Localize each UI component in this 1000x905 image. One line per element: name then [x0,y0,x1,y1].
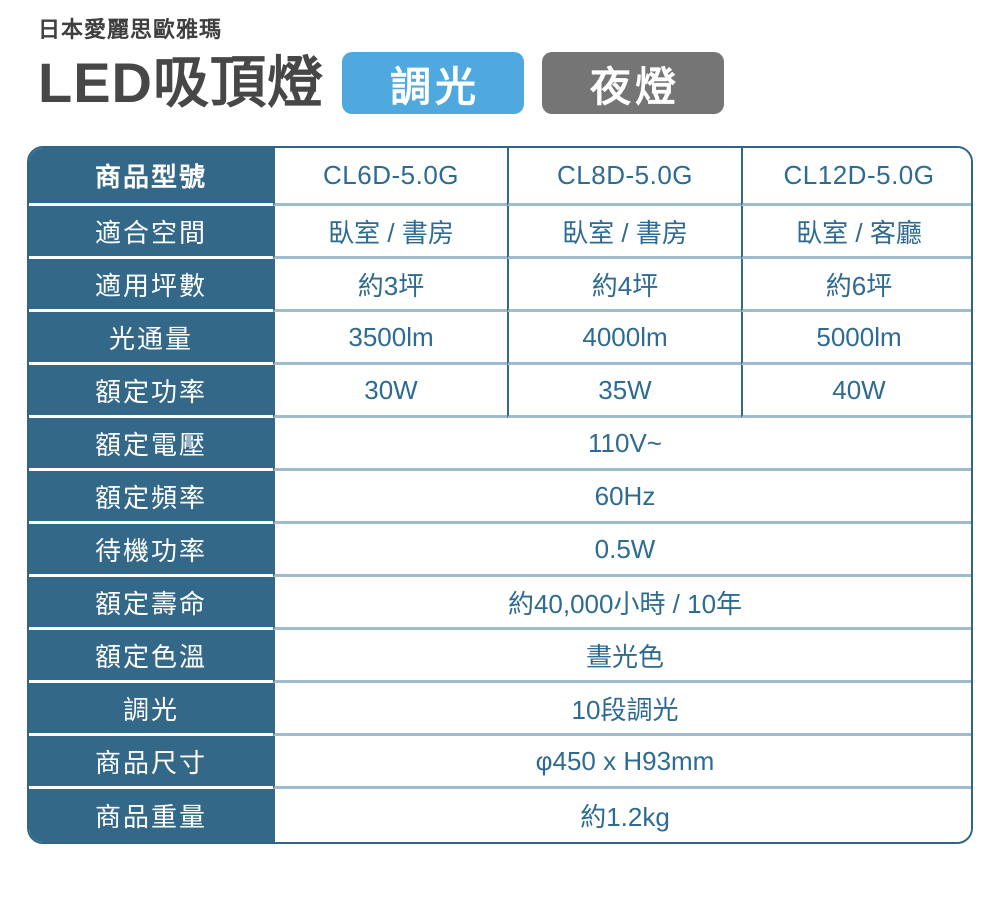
spec-value-cell: 約1.2kg [273,789,971,842]
model-cell: CL6D-5.0G [273,148,507,206]
spec-value-cell: 5000lm [741,312,971,365]
table-row-power: 額定功率 30W 35W 40W [29,365,971,418]
spec-value-cell: 0.5W [273,524,971,577]
brand-name: 日本愛麗思歐雅瑪 [38,17,223,42]
spec-value-cell: φ450 x H93mm [273,736,971,789]
spec-value-cell: 約6坪 [741,259,971,312]
spec-label-cell: 額定功率 [29,365,273,418]
badge-nightlight: 夜燈 [542,52,724,114]
spec-label-cell: 調光 [29,683,273,736]
spec-value-cell: 晝光色 [273,630,971,683]
spec-label-cell: 商品尺寸 [29,736,273,789]
spec-value-cell: 60Hz [273,471,971,524]
table-row-weight: 商品重量 約1.2kg [29,789,971,842]
table-row-space: 適合空間 臥室 / 書房 臥室 / 書房 臥室 / 客廳 [29,206,971,259]
table-row-lifespan: 額定壽命 約40,000小時 / 10年 [29,577,971,630]
spec-value-cell: 約4坪 [507,259,741,312]
badge-dimming: 調光 [342,52,524,114]
spec-label-cell: 額定頻率 [29,471,273,524]
spec-label-cell: 商品重量 [29,789,273,842]
spec-label-cell: 額定壽命 [29,577,273,630]
table-row-area: 適用坪數 約3坪 約4坪 約6坪 [29,259,971,312]
spec-label-cell: 光通量 [29,312,273,365]
spec-label-cell: 適用坪數 [29,259,273,312]
table-row-voltage: 額定電壓 110V~ [29,418,971,471]
spec-value-cell: 約3坪 [273,259,507,312]
spec-value-cell: 臥室 / 客廳 [741,206,971,259]
spec-label-cell: 待機功率 [29,524,273,577]
spec-value-cell: 約40,000小時 / 10年 [273,577,971,630]
table-row-lumen: 光通量 3500lm 4000lm 5000lm [29,312,971,365]
title-row: LED吸頂燈 調光 夜燈 [38,50,1000,116]
page-title: LED吸頂燈 [38,51,324,114]
spec-value-cell: 10段調光 [273,683,971,736]
spec-value-cell: 臥室 / 書房 [507,206,741,259]
table-row-dimensions: 商品尺寸 φ450 x H93mm [29,736,971,789]
spec-label-cell: 適合空間 [29,206,273,259]
spec-label-cell: 額定電壓 [29,418,273,471]
spec-value-cell: 40W [741,365,971,418]
table-row-dimming: 調光 10段調光 [29,683,971,736]
table-row-color-temp: 額定色溫 晝光色 [29,630,971,683]
table-row-frequency: 額定頻率 60Hz [29,471,971,524]
spec-value-cell: 3500lm [273,312,507,365]
model-cell: CL8D-5.0G [507,148,741,206]
spec-value-cell: 110V~ [273,418,971,471]
spec-value-cell: 30W [273,365,507,418]
table-row-standby-power: 待機功率 0.5W [29,524,971,577]
spec-table: 商品型號 CL6D-5.0G CL8D-5.0G CL12D-5.0G 適合空間… [27,146,973,844]
spec-label-cell: 商品型號 [29,148,273,206]
spec-label-cell: 額定色溫 [29,630,273,683]
page-header: 日本愛麗思歐雅瑪 LED吸頂燈 調光 夜燈 [0,0,1000,116]
spec-value-cell: 臥室 / 書房 [273,206,507,259]
spec-value-cell: 4000lm [507,312,741,365]
spec-value-cell: 35W [507,365,741,418]
model-cell: CL12D-5.0G [741,148,971,206]
table-row-model: 商品型號 CL6D-5.0G CL8D-5.0G CL12D-5.0G [29,148,971,206]
